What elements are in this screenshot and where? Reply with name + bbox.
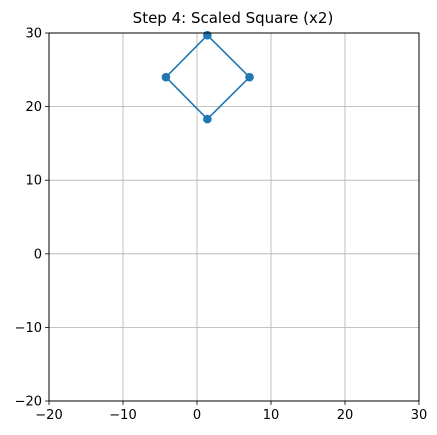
data-point [203, 30, 212, 40]
y-tick-label: 10 [25, 174, 42, 189]
tick-layer: −20 −10 0 10 20 30 −20 −10 0 10 20 30 [15, 27, 428, 424]
x-tick-label: −20 [35, 408, 62, 423]
y-tick-label: 0 [34, 247, 42, 262]
y-tick-label: −20 [15, 395, 42, 410]
plot-frame [48, 32, 420, 402]
data-point [161, 72, 171, 82]
grid-layer [48, 32, 420, 402]
y-tick-label: 20 [25, 100, 42, 115]
data-point [245, 72, 254, 82]
x-tick-label: 30 [411, 408, 428, 423]
data-point [203, 114, 212, 124]
x-tick-label: 0 [193, 408, 201, 423]
series-layer [161, 30, 254, 124]
y-tick-label: −10 [15, 321, 42, 336]
chart-title: Step 4: Scaled Square (x2) [133, 9, 334, 27]
x-tick-label: −10 [109, 408, 136, 423]
x-tick-label: 20 [337, 408, 354, 423]
x-tick-label: 10 [263, 408, 280, 423]
y-tick-label: 30 [25, 27, 42, 42]
